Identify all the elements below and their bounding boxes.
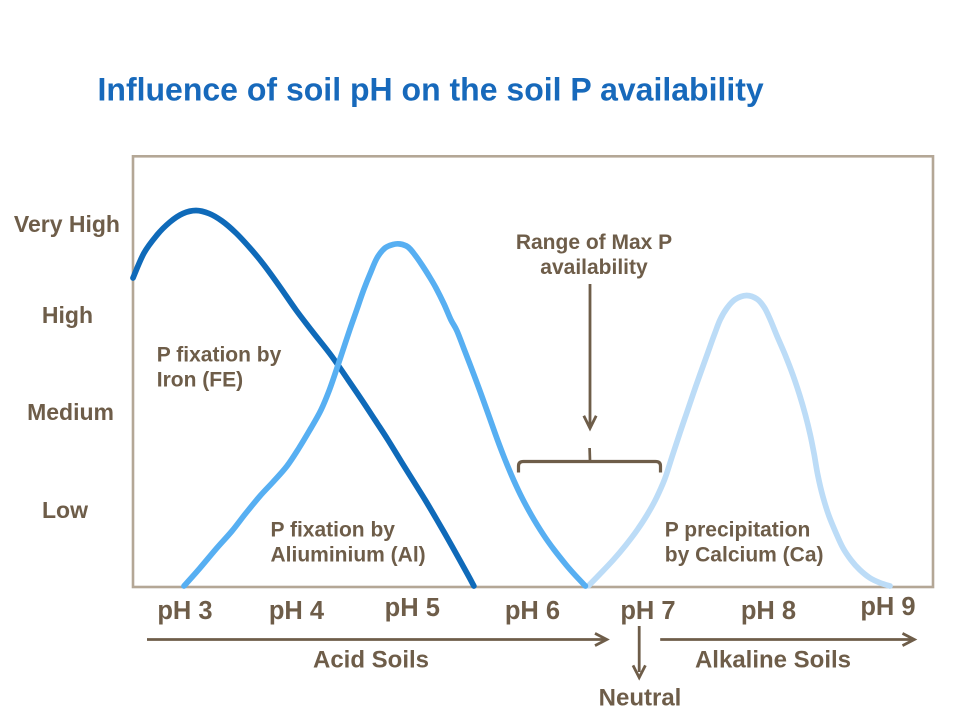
svg-text:Aliuminium (Al): Aliuminium (Al) [271, 543, 426, 566]
svg-text:pH 9: pH 9 [860, 593, 915, 621]
svg-text:Iron (FE): Iron (FE) [157, 369, 243, 392]
svg-text:Low: Low [42, 497, 88, 523]
svg-text:P fixation by: P fixation by [157, 344, 282, 367]
svg-text:pH 3: pH 3 [157, 597, 212, 625]
svg-text:by Calcium (Ca): by Calcium (Ca) [665, 543, 824, 566]
svg-text:Neutral: Neutral [599, 685, 682, 712]
svg-text:Alkaline Soils: Alkaline Soils [695, 647, 851, 674]
svg-text:Influence of soil pH on the so: Influence of soil pH on the soil P avail… [98, 72, 764, 108]
svg-text:High: High [42, 302, 93, 328]
svg-text:pH 6: pH 6 [505, 597, 560, 625]
svg-text:pH 5: pH 5 [385, 594, 440, 622]
svg-text:P fixation by: P fixation by [271, 519, 396, 542]
svg-text:pH 4: pH 4 [269, 597, 325, 625]
svg-text:pH 8: pH 8 [741, 597, 796, 625]
svg-text:pH 7: pH 7 [620, 597, 675, 625]
svg-text:Very High: Very High [14, 211, 120, 237]
svg-text:availability: availability [540, 256, 648, 279]
svg-text:Range of Max P: Range of Max P [516, 231, 672, 254]
svg-text:P precipitation: P precipitation [665, 519, 810, 542]
svg-text:Acid Soils: Acid Soils [313, 647, 429, 674]
svg-text:Medium: Medium [27, 399, 114, 425]
